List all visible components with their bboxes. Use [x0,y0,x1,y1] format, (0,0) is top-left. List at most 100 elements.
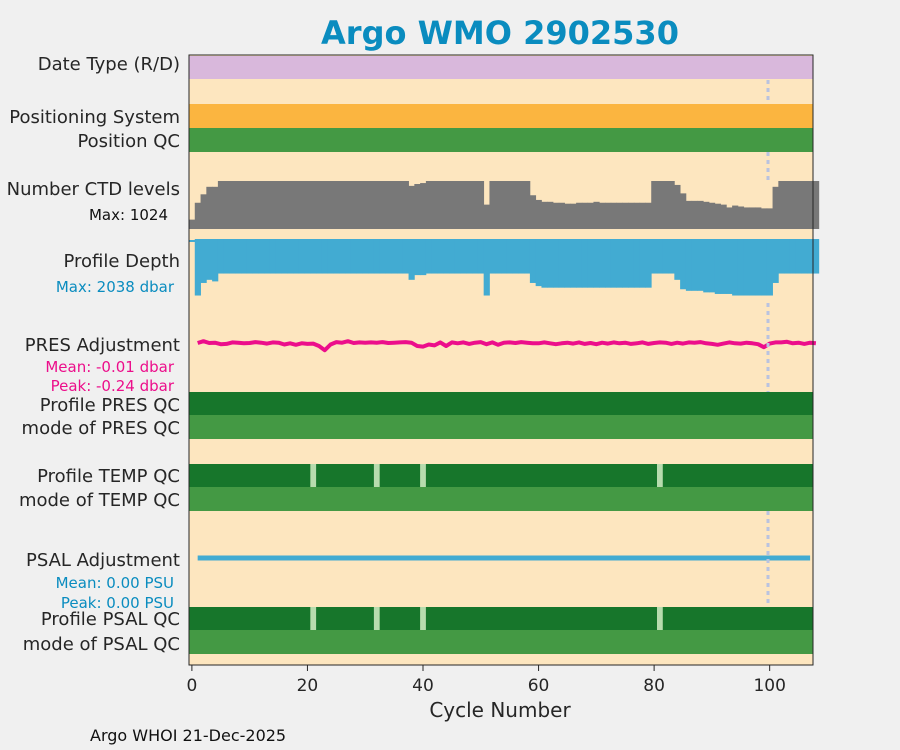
ctd-levels-bar-cycle-103 [784,181,791,229]
psal-peak-annotation: Peak: 0.00 PSU [61,594,174,612]
mode-psal-qc-band [189,630,813,654]
ctd-levels-bar-cycle-1 [194,202,201,229]
profile-depth-bar-cycle-51 [483,239,490,296]
ctd-levels-bar-cycle-97 [749,207,756,229]
profile-depth-bar-cycle-11 [252,239,259,274]
profile-depth-bar-cycle-82 [662,239,669,274]
ctd-levels-bar-cycle-100 [766,208,773,229]
plot-frame [188,54,814,666]
ctd-levels-bar-cycle-79 [645,202,652,229]
ctd-levels-bar-cycle-44 [443,181,450,229]
ctd-levels-bar-cycle-68 [581,202,589,229]
profile-depth-bar-cycle-45 [449,239,456,274]
ctd-levels-bar-cycle-54 [501,181,508,229]
profile-depth-bar-cycle-23 [321,239,329,274]
ctd-levels-bar-cycle-62 [547,201,554,229]
profile-depth-bar-cycle-60 [535,239,542,287]
ctd-levels-bar-cycle-3 [206,186,213,229]
profile-depth-bar-cycle-10 [246,239,253,274]
profile-depth-bar-cycle-105 [795,239,802,274]
temp-qc-gap-cycle-21 [310,464,317,487]
profile-depth-bar-cycle-35 [391,239,398,274]
row-label-pres-adjustment: PRES Adjustment [25,335,180,356]
profile-depth-bar-cycle-61 [541,239,548,288]
ctd-levels-bar-cycle-14 [269,181,277,229]
date-type-band [189,56,813,79]
profile-depth-bar-cycle-94 [732,239,739,296]
profile-depth-bar-cycle-79 [645,239,652,288]
profile-temp-qc-band [189,464,813,487]
profile-depth-bar-cycle-50 [477,239,485,274]
profile-depth-bar-cycle-19 [298,239,305,274]
ctd-levels-bar-cycle-81 [657,181,664,229]
profile-depth-bar-cycle-34 [385,239,392,274]
profile-depth-bar-cycle-78 [639,239,646,288]
plot-area [189,55,813,665]
pres-mean-annotation: Mean: -0.01 dbar [45,358,175,376]
row-label-profile-pres-qc: Profile PRES QC [40,395,180,416]
row-label-profile-psal-qc: Profile PSAL QC [41,609,180,630]
profile-pres-qc-band [189,392,813,415]
profile-depth-bar-cycle-5 [217,239,225,274]
profile-depth-bar-cycle-58 [524,239,531,274]
profile-depth-bar-cycle-62 [547,239,554,288]
profile-depth-bar-cycle-52 [489,239,496,274]
profile-depth-bar-cycle-9 [241,239,248,274]
ctd-levels-bar-cycle-26 [339,181,346,229]
ctd-levels-bar-cycle-91 [714,203,721,229]
profile-depth-bar-cycle-97 [749,239,756,296]
ctd-levels-bar-cycle-63 [553,202,560,229]
ctd-levels-bar-cycle-89 [703,201,710,229]
ctd-levels-bar-cycle-64 [558,202,565,229]
mode-temp-qc-band [189,487,813,511]
ctd-levels-bar-cycle-47 [460,181,467,229]
profile-depth-bar-cycle-103 [784,239,791,274]
profile-depth-bar-cycle-88 [697,239,704,291]
profile-depth-bar-cycle-37 [402,239,409,274]
ctd-levels-bar-cycle-60 [535,199,542,229]
row-label-profile-temp-qc: Profile TEMP QC [37,466,180,487]
ctd-levels-bar-cycle-37 [402,181,409,229]
profile-depth-bar-cycle-16 [281,239,288,274]
profile-depth-bar-cycle-40 [420,239,427,276]
ctd-levels-bar-cycle-106 [801,181,808,229]
profile-depth-bar-cycle-71 [599,239,606,288]
profile-depth-bar-cycle-101 [772,239,779,283]
ctd-levels-bar-cycle-23 [321,181,329,229]
ctd-levels-bar-cycle-66 [570,203,577,229]
profile-depth-bar-cycle-41 [425,239,433,274]
chart-marks [189,56,820,654]
profile-depth-bar-cycle-69 [587,239,594,288]
profile-depth-bar-cycle-42 [431,239,438,274]
profile-depth-bar-cycle-4 [212,239,219,282]
ctd-levels-bar-cycle-34 [385,181,392,229]
ctd-levels-bar-cycle-105 [795,181,802,229]
mode-pres-qc-band [189,415,813,439]
ctd-levels-bar-cycle-12 [258,181,265,229]
profile-depth-bar-cycle-83 [668,239,675,274]
profile-depth-bar-cycle-38 [408,239,415,280]
ctd-levels-bar-cycle-67 [576,202,583,229]
ctd-levels-bar-cycle-58 [524,181,531,229]
ctd-levels-bar-cycle-31 [368,181,375,229]
profile-depth-bar-cycle-57 [518,239,525,274]
profile-depth-bar-cycle-106 [801,239,808,274]
profile-depth-bar-cycle-99 [761,239,768,296]
profile-depth-bar-cycle-31 [368,239,375,274]
pres-adjustment-series-line [197,339,817,353]
profile-depth-bar-cycle-81 [657,239,664,274]
ctd-levels-bar-cycle-76 [628,202,635,229]
profile-depth-bar-cycle-73 [610,239,617,288]
ctd-levels-bar-cycle-27 [345,181,352,229]
ctd-levels-bar-cycle-55 [506,181,513,229]
profile-depth-bar-cycle-68 [581,239,589,288]
ctd-levels-bar-cycle-73 [610,202,617,229]
profile-depth-bar-cycle-33 [379,239,386,274]
ctd-levels-bar-cycle-29 [356,181,363,229]
ctd-levels-bar-cycle-50 [477,181,485,229]
profile-depth-bar-cycle-64 [558,239,565,288]
ctd-levels-bar-cycle-41 [425,181,433,229]
profile-depth-bar-cycle-98 [755,239,762,296]
figure-title: Argo WMO 2902530 [321,14,679,52]
